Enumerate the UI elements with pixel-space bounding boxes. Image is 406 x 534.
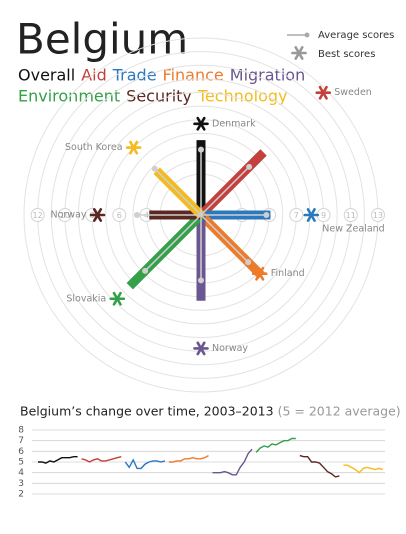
ring-label: 12	[33, 211, 43, 220]
best-score-marker	[303, 208, 320, 222]
best-score-marker	[315, 85, 332, 100]
asterisk-stroke	[129, 140, 139, 155]
y-tick-label: 7	[18, 436, 24, 446]
average-dot	[263, 212, 270, 218]
y-tick-label: 4	[18, 468, 24, 478]
average-dot	[246, 163, 253, 170]
title: Belgium	[16, 15, 188, 64]
ring-label: 9	[321, 211, 326, 220]
legend-entry: Overall	[18, 66, 75, 85]
series-line	[299, 454, 340, 478]
best-score-marker	[125, 140, 142, 155]
asterisk-stroke	[112, 291, 122, 306]
best-country: South Korea	[65, 142, 123, 153]
best-country: Denmark	[212, 118, 256, 129]
line-subtitle: (5 = 2012 average)	[278, 404, 401, 419]
ring-label: 11	[346, 211, 356, 220]
asterisk-stroke	[196, 116, 206, 131]
best-score-marker	[193, 341, 209, 356]
average-line	[200, 214, 249, 263]
series-line	[168, 454, 209, 463]
y-tick-label: 6	[18, 447, 24, 457]
y-tick-label: 8	[18, 426, 24, 436]
best-country: Norway	[212, 343, 248, 354]
y-tick-label: 2	[18, 490, 24, 500]
average-dot	[134, 212, 141, 218]
best-country: Sweden	[334, 87, 372, 98]
average-line	[144, 214, 202, 272]
asterisk-stroke	[196, 341, 206, 356]
average-line	[154, 168, 202, 216]
series-line	[124, 458, 166, 470]
ring-label: 6	[117, 211, 122, 220]
asterisk-stroke	[92, 208, 103, 222]
series-line	[81, 456, 122, 463]
best-score-marker	[193, 116, 209, 131]
best-score-marker	[291, 46, 307, 60]
legend-entry: Aid	[81, 66, 107, 85]
legend-entry: Technology	[197, 87, 288, 106]
ring-label: 13	[373, 211, 383, 220]
best-score-marker	[251, 266, 268, 281]
best-score-marker	[89, 208, 106, 222]
legend-entry: Security	[126, 87, 192, 106]
ring-label-badge	[57, 208, 72, 222]
asterisk-stroke	[294, 46, 304, 60]
ring-label-badge	[371, 208, 385, 222]
asterisk-stroke	[255, 266, 265, 281]
series-line	[255, 437, 296, 453]
asterisk-stroke	[306, 208, 316, 222]
best-score-marker	[109, 291, 126, 306]
series-line	[38, 456, 78, 464]
ring-label-badge	[30, 208, 45, 222]
best-country: New Zealand	[322, 224, 384, 235]
ring-label: 10	[60, 211, 70, 220]
series-line	[212, 448, 253, 476]
average-line	[200, 166, 250, 216]
best-country: Slovakia	[66, 293, 106, 304]
ring-label-badge	[289, 208, 304, 222]
legend-average-dot	[304, 32, 310, 38]
average-dot	[198, 146, 204, 153]
ring-label-badge	[112, 208, 127, 222]
average-dot	[245, 259, 252, 266]
best-country: Norway	[50, 210, 86, 221]
legend-entry: Finance	[163, 66, 224, 85]
series-line	[343, 464, 384, 474]
legend-entry: Trade	[112, 66, 157, 85]
asterisk-stroke	[318, 85, 328, 100]
best-country: Finland	[271, 268, 305, 279]
average-dot	[151, 165, 158, 172]
line-title: Belgium’s change over time, 2003–2013	[20, 404, 274, 419]
legend-entry: Environment	[18, 87, 120, 106]
legend-best: Best scores	[318, 49, 375, 60]
average-dot	[142, 267, 149, 274]
ring-label-badge	[343, 208, 358, 222]
legend-average: Average scores	[318, 30, 394, 41]
ring-label: 7	[294, 211, 299, 220]
average-dot	[198, 277, 204, 284]
legend-entry: Migration	[230, 66, 305, 85]
y-tick-label: 3	[18, 479, 24, 489]
y-tick-label: 5	[18, 458, 24, 468]
